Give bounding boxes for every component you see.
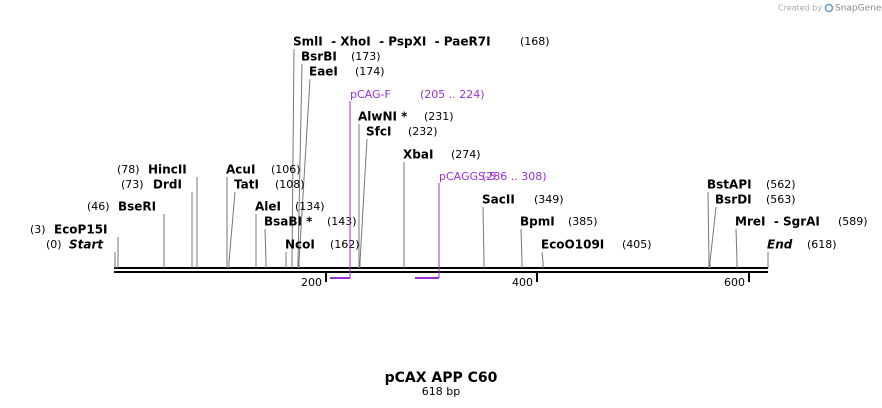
site-position: (349) [534, 193, 564, 206]
site-position: (134) [295, 200, 325, 213]
site-name: XbaI [403, 148, 433, 162]
title: pCAX APP C60 [385, 370, 498, 386]
credit-brand: SnapGene [835, 4, 882, 14]
site-line [482, 206, 485, 268]
site-position: (174) [355, 65, 385, 78]
site-name: BpmI [520, 215, 555, 229]
site-position: (173) [351, 50, 381, 63]
site-position: (618) [807, 238, 837, 251]
site-position: (0) [46, 238, 62, 251]
ruler-label: 200 [301, 276, 322, 289]
site-name: NcoI [285, 238, 315, 252]
site-name: Start [69, 238, 104, 252]
site-position: (162) [330, 238, 360, 251]
primer-name: pCAGGS-5 [439, 170, 496, 183]
site-line [707, 191, 710, 268]
site-name: AlwNI * [358, 110, 408, 124]
length: 618 bp [422, 385, 460, 398]
site-line [359, 138, 368, 268]
site-name: EcoP15I [54, 223, 108, 237]
site-name: BsrDI [715, 193, 752, 207]
site-position: (168) [520, 35, 550, 48]
site-name: HincII [148, 163, 187, 177]
site-name: EcoO109I [541, 238, 604, 252]
site-position: (385) [568, 215, 598, 228]
site-name: BstAPI [707, 178, 752, 192]
site-name: SmlI - XhoI - PspXI - PaeR7I [293, 35, 491, 49]
ruler-label: 600 [724, 276, 745, 289]
logo-icon [824, 3, 834, 13]
site-name: AleI [255, 200, 281, 214]
site-line [709, 206, 717, 268]
site-name: BsrBI [301, 50, 337, 64]
site-position: (274) [451, 148, 481, 161]
site-position: (108) [275, 178, 305, 191]
site-name: DrdI [153, 178, 182, 192]
site-position: (563) [766, 193, 796, 206]
site-position: (405) [622, 238, 652, 251]
primer-range: (286 .. 308) [482, 170, 547, 183]
site-name: BsaBI * [264, 215, 313, 229]
site-name: BseRI [118, 200, 156, 214]
primer-name: pCAG-F [350, 88, 391, 101]
site-position: (3) [30, 223, 46, 236]
site-name: SfcI [366, 125, 391, 139]
site-line [264, 228, 267, 268]
site-name: TatI [234, 178, 259, 192]
site-position: (232) [408, 125, 438, 138]
site-name: SacII [482, 193, 515, 207]
site-position: (231) [424, 110, 454, 123]
site-line [291, 48, 295, 268]
site-name: End [767, 238, 793, 252]
site-position: (143) [327, 215, 357, 228]
site-position: (589) [838, 215, 868, 228]
site-line [735, 228, 738, 268]
site-line [541, 251, 544, 268]
site-name: AcuI [226, 163, 255, 177]
site-position: (562) [766, 178, 796, 191]
ruler-label: 400 [512, 276, 533, 289]
site-line [520, 228, 523, 268]
site-position: (73) [121, 178, 144, 191]
site-line [228, 191, 236, 268]
site-line [298, 78, 311, 268]
site-position: (78) [117, 163, 140, 176]
credit-text: Created by [778, 4, 822, 13]
site-name: MreI - SgrAI [735, 215, 820, 229]
site-position: (46) [87, 200, 110, 213]
primer-range: (205 .. 224) [420, 88, 485, 101]
site-line [297, 63, 303, 268]
site-name: EaeI [309, 65, 338, 79]
site-position: (106) [271, 163, 301, 176]
